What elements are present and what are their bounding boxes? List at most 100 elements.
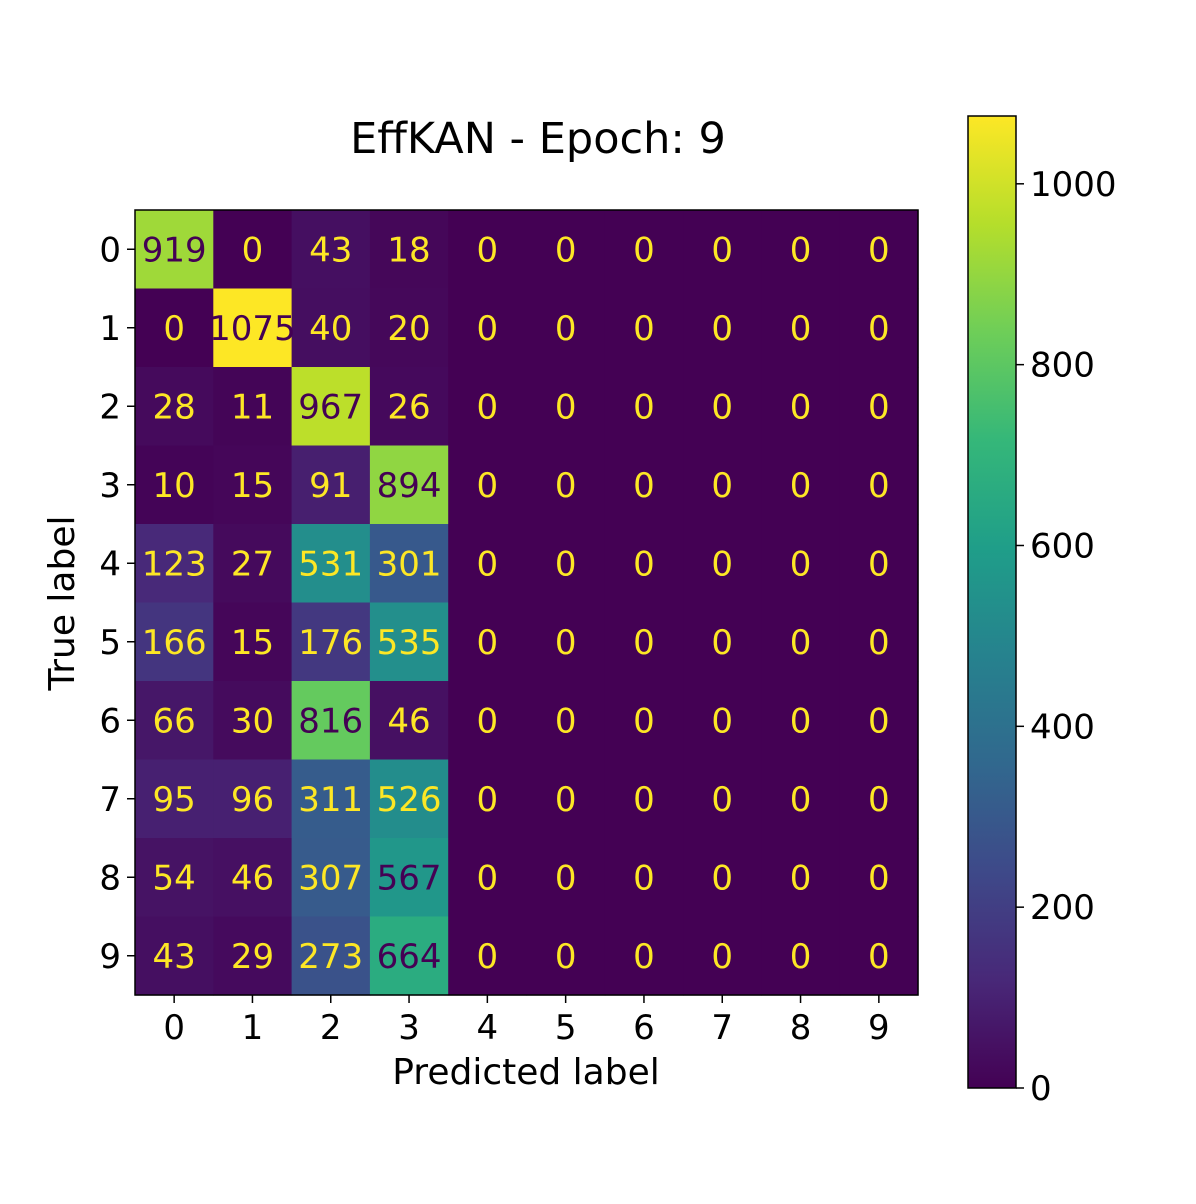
cell-value-label: 0 (555, 780, 577, 820)
cell-value-label: 0 (477, 701, 499, 741)
heatmap-cell (683, 210, 762, 290)
heatmap-cell (369, 838, 449, 918)
heatmap-cell (761, 288, 841, 368)
y-axis-ticks: 0 1 2 3 4 5 6 7 8 9 (99, 230, 135, 977)
colorbar-ticks: 0 200 400 600 800 1000 (1016, 165, 1117, 1109)
heatmap-cell (448, 210, 528, 290)
cell-value-label: 43 (153, 937, 196, 977)
heatmap-cell (526, 288, 606, 368)
cell-value-label: 166 (142, 623, 207, 663)
cell-value-label: 0 (633, 623, 655, 663)
heatmap-cell (448, 602, 528, 682)
heatmap-cell (839, 210, 919, 290)
cell-value-label: 0 (790, 858, 812, 898)
cell-value-label: 0 (477, 230, 499, 270)
cell-value-label: 0 (477, 937, 499, 977)
cell-value-label: 0 (633, 387, 655, 427)
heatmap-cell (683, 524, 762, 604)
heatmap-cell (135, 367, 214, 447)
cell-value-label: 91 (309, 466, 352, 506)
cell-value-label: 0 (790, 701, 812, 741)
y-tick-label: 2 (99, 387, 121, 427)
heatmap-cell (683, 367, 762, 447)
y-tick-label: 6 (99, 701, 121, 741)
heatmap-cell (761, 524, 841, 604)
cell-value-label: 0 (555, 309, 577, 349)
heatmap-cell (291, 210, 371, 290)
x-tick-label: 9 (868, 1008, 890, 1048)
heatmap-cell (526, 916, 606, 996)
cell-value-label: 0 (633, 230, 655, 270)
cell-value-label: 96 (231, 780, 274, 820)
cell-value-label: 95 (153, 780, 196, 820)
cell-value-label: 311 (298, 780, 363, 820)
cell-value-label: 0 (868, 309, 890, 349)
cell-value-label: 0 (163, 309, 185, 349)
cell-value-label: 0 (711, 466, 733, 506)
cell-value-label: 123 (142, 544, 207, 584)
heatmap-cell (604, 367, 684, 447)
cell-value-label: 567 (377, 858, 442, 898)
cell-value-label: 0 (711, 387, 733, 427)
y-tick-label: 0 (99, 230, 121, 270)
cell-value-label: 0 (711, 309, 733, 349)
cell-value-label: 0 (790, 230, 812, 270)
colorbar-tick-label: 200 (1030, 888, 1095, 928)
heatmap-cell (291, 681, 371, 761)
heatmap-cell (761, 916, 841, 996)
heatmap-cell (683, 602, 762, 682)
heatmap-cell (369, 916, 449, 996)
heatmap-cell (839, 445, 919, 525)
heatmap-cell (369, 445, 449, 525)
heatmap-cell (683, 916, 762, 996)
heatmap-cell (683, 759, 762, 839)
cell-value-label: 0 (868, 230, 890, 270)
heatmap-cell (839, 838, 919, 918)
cell-value-label: 273 (298, 937, 363, 977)
cell-value-label: 0 (790, 544, 812, 584)
heatmap-cell (291, 916, 371, 996)
cell-value-label: 0 (555, 937, 577, 977)
cell-value-label: 0 (790, 937, 812, 977)
heatmap-cell (213, 838, 293, 918)
cell-value-label: 29 (231, 937, 274, 977)
heatmap-cell (369, 367, 449, 447)
x-tick-label: 4 (477, 1008, 499, 1048)
x-tick-label: 7 (711, 1008, 733, 1048)
cell-value-label: 0 (555, 544, 577, 584)
heatmap-cell (761, 210, 841, 290)
x-tick-label: 5 (555, 1008, 577, 1048)
cell-value-label: 0 (711, 623, 733, 663)
cell-value-label: 40 (309, 309, 352, 349)
cell-value-label: 46 (387, 701, 430, 741)
cell-value-label: 30 (231, 701, 274, 741)
cell-value-label: 0 (477, 387, 499, 427)
heatmap-cell (604, 524, 684, 604)
heatmap-cell (369, 524, 449, 604)
cell-value-label: 0 (868, 937, 890, 977)
heatmap-cell (448, 367, 528, 447)
cell-value-label: 0 (555, 623, 577, 663)
cell-value-label: 11 (231, 387, 274, 427)
heatmap-cell (526, 838, 606, 918)
cell-value-label: 0 (868, 387, 890, 427)
cell-value-label: 0 (711, 858, 733, 898)
cell-value-label: 26 (387, 387, 430, 427)
cell-value-label: 526 (377, 780, 442, 820)
cell-value-label: 0 (868, 701, 890, 741)
cell-value-label: 0 (477, 466, 499, 506)
cell-value-label: 0 (868, 466, 890, 506)
y-tick-label: 9 (99, 937, 121, 977)
cell-value-label: 0 (790, 309, 812, 349)
heatmap-cell (761, 759, 841, 839)
heatmap-cell (135, 288, 214, 368)
heatmap-cell (526, 681, 606, 761)
cell-value-label: 0 (633, 544, 655, 584)
cell-value-label: 28 (153, 387, 196, 427)
cell-value-label: 894 (377, 466, 442, 506)
x-tick-label: 8 (790, 1008, 812, 1048)
cell-value-label: 54 (153, 858, 196, 898)
heatmap-cell (291, 288, 371, 368)
heatmap-cell (526, 445, 606, 525)
cell-value-label: 27 (231, 544, 274, 584)
